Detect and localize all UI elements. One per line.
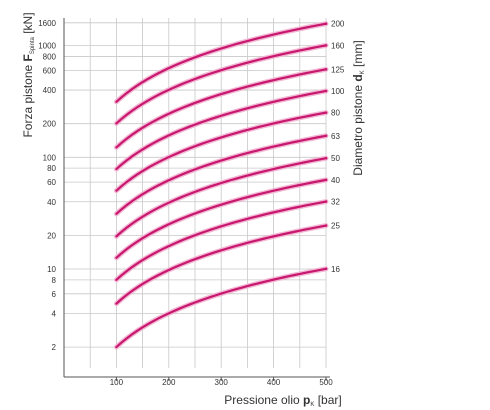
x-axis-title-unit: [bar] bbox=[314, 393, 341, 407]
series-end-point bbox=[324, 134, 328, 138]
y-tick-label: 60 bbox=[47, 178, 56, 187]
x-axis-title-subscript: K bbox=[310, 402, 314, 408]
series-line bbox=[115, 44, 328, 125]
y-tick-label: 100 bbox=[43, 153, 57, 162]
series-label: 63 bbox=[331, 132, 340, 141]
y2-axis-title-symbol: d bbox=[351, 74, 365, 81]
y-axis-title-unit: [kN] bbox=[21, 12, 35, 37]
y2-axis-title-subscript: K bbox=[360, 70, 366, 74]
x-axis-title: Pressione olio pK [bar] bbox=[224, 393, 341, 408]
y-tick-label: 200 bbox=[43, 120, 57, 129]
series-label: 16 bbox=[331, 265, 340, 274]
series-line bbox=[115, 89, 328, 171]
series-label: 100 bbox=[331, 87, 345, 96]
tick-labels: 100 200 300 400 500 2 4 6 8 10 20 40 60 80 100 200 400 60… bbox=[38, 19, 345, 387]
x-tick-label: 200 bbox=[162, 378, 176, 387]
series-label: 32 bbox=[331, 198, 340, 207]
y-tick-label: 400 bbox=[43, 86, 57, 95]
x-tick-label: 300 bbox=[215, 378, 229, 387]
axes bbox=[63, 18, 330, 381]
series-label: 125 bbox=[331, 65, 345, 74]
series-line bbox=[115, 157, 328, 238]
series-line bbox=[115, 224, 328, 305]
y-tick-label: 1000 bbox=[38, 42, 56, 51]
y-tick-label: 6 bbox=[52, 290, 57, 299]
series-line bbox=[115, 68, 328, 149]
series-line bbox=[115, 22, 328, 103]
y-axis-title-symbol: F bbox=[21, 54, 35, 61]
y-axis-title-main: Forza pistone bbox=[21, 61, 35, 137]
series-end-point bbox=[324, 156, 328, 160]
y-axis-title: Forza pistone FSpinta [kN] bbox=[21, 12, 36, 137]
x-tick-label: 500 bbox=[319, 378, 333, 387]
y-tick-label: 800 bbox=[43, 52, 57, 61]
y-tick-label: 10 bbox=[47, 265, 56, 274]
series-label: 50 bbox=[331, 154, 340, 163]
series-end-point bbox=[324, 267, 328, 271]
series-line bbox=[115, 178, 328, 259]
y-tick-label: 80 bbox=[47, 164, 56, 173]
series-line bbox=[115, 111, 328, 192]
series-line bbox=[115, 200, 328, 281]
series-label: 80 bbox=[331, 109, 340, 118]
y2-axis-title-unit: [mm] bbox=[351, 40, 365, 70]
y-tick-label: 1600 bbox=[38, 19, 56, 28]
series-label: 160 bbox=[331, 41, 345, 50]
series-end-point bbox=[324, 22, 328, 26]
y-axis-title-subscript: Spinta bbox=[30, 36, 36, 54]
series-end-point bbox=[324, 89, 328, 93]
series-line bbox=[115, 134, 328, 215]
series-end-point bbox=[324, 200, 328, 203]
y-tick-label: 8 bbox=[52, 276, 57, 285]
x-tick-label: 100 bbox=[110, 378, 124, 387]
x-axis-title-main: Pressione olio bbox=[224, 393, 303, 407]
series-end-point bbox=[324, 178, 328, 182]
series-end-point bbox=[324, 44, 328, 47]
series-end-point bbox=[324, 224, 328, 227]
x-axis-title-symbol: p bbox=[303, 393, 310, 407]
series-end-point bbox=[324, 68, 328, 71]
x-tick-label: 400 bbox=[267, 378, 281, 387]
series-label: 200 bbox=[331, 20, 345, 29]
series-end-point bbox=[324, 111, 328, 114]
series-line bbox=[115, 267, 328, 349]
y-tick-label: 2 bbox=[52, 343, 57, 352]
series-label: 40 bbox=[331, 176, 340, 185]
y2-axis-title-main: Diametro pistone bbox=[351, 82, 365, 176]
series-group bbox=[113, 21, 329, 350]
y2-axis-title: Diametro pistone dK [mm] bbox=[351, 40, 366, 175]
y-tick-label: 20 bbox=[47, 231, 56, 240]
y-tick-label: 4 bbox=[52, 309, 57, 318]
y-tick-label: 40 bbox=[47, 198, 56, 207]
y-tick-label: 600 bbox=[43, 66, 57, 75]
series-label: 25 bbox=[331, 222, 340, 231]
